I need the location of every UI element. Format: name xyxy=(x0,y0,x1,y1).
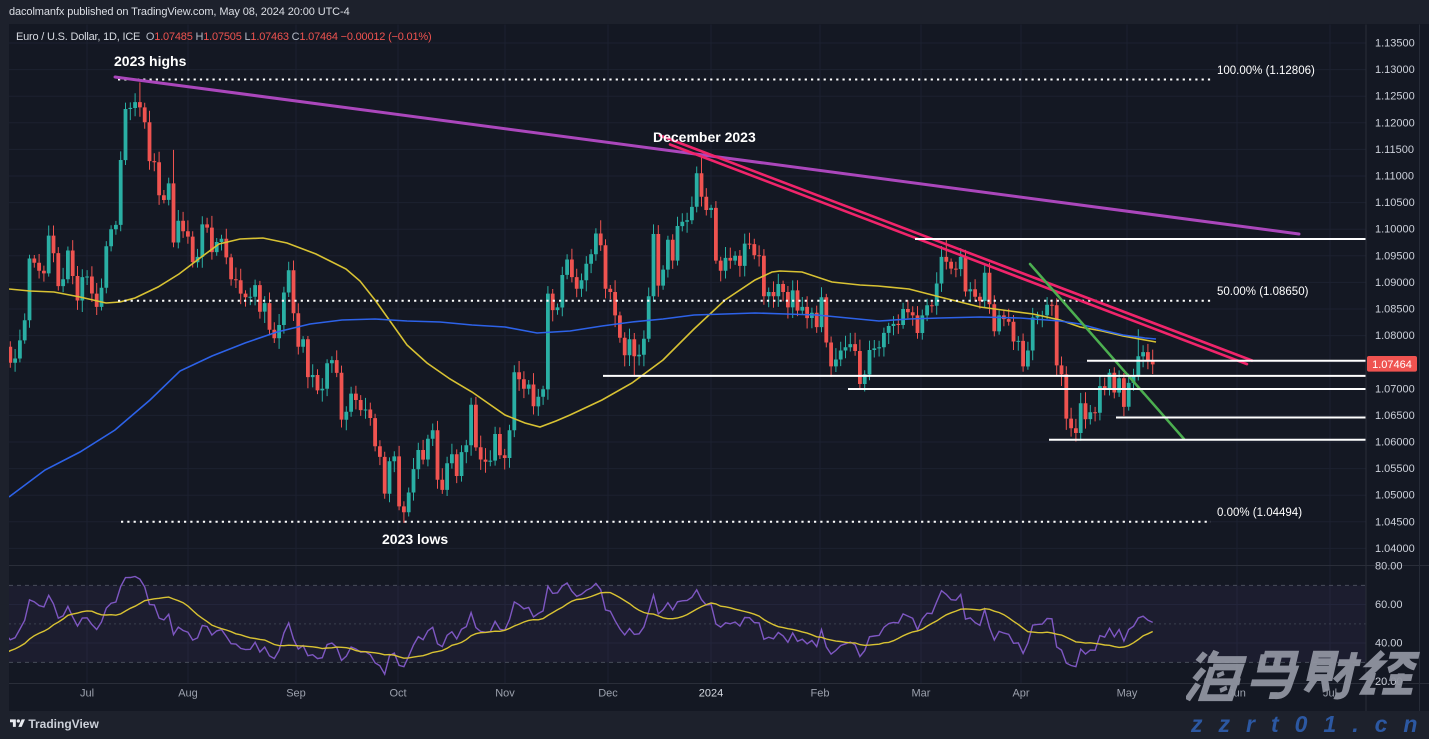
svg-text:1.05000: 1.05000 xyxy=(1375,490,1415,502)
svg-text:2023 highs: 2023 highs xyxy=(114,53,187,69)
svg-text:1.11500: 1.11500 xyxy=(1375,144,1414,156)
svg-text:1.12000: 1.12000 xyxy=(1375,117,1415,129)
svg-text:Mar: Mar xyxy=(912,688,931,700)
svg-text:0.00% (1.04494): 0.00% (1.04494) xyxy=(1217,507,1302,519)
svg-text:1.10000: 1.10000 xyxy=(1375,224,1415,236)
svg-text:1.10500: 1.10500 xyxy=(1375,197,1415,209)
svg-text:1.09000: 1.09000 xyxy=(1375,277,1415,289)
svg-text:1.06000: 1.06000 xyxy=(1375,437,1415,449)
svg-text:December 2023: December 2023 xyxy=(653,129,756,145)
svg-text:1.11000: 1.11000 xyxy=(1375,171,1414,183)
svg-text:1.09500: 1.09500 xyxy=(1375,250,1415,262)
svg-text:Oct: Oct xyxy=(389,688,406,700)
svg-text:100.00% (1.12806): 100.00% (1.12806) xyxy=(1217,65,1315,77)
svg-text:May: May xyxy=(1117,688,1138,700)
svg-text:1.08000: 1.08000 xyxy=(1375,330,1415,342)
svg-text:1.12500: 1.12500 xyxy=(1375,91,1415,103)
svg-text:1.08500: 1.08500 xyxy=(1375,304,1415,316)
svg-text:1.05500: 1.05500 xyxy=(1375,463,1415,475)
svg-text:Feb: Feb xyxy=(811,688,830,700)
svg-text:1.04500: 1.04500 xyxy=(1375,516,1415,528)
svg-text:Nov: Nov xyxy=(495,688,515,700)
svg-text:Dec: Dec xyxy=(598,688,618,700)
svg-text:Aug: Aug xyxy=(178,688,198,700)
svg-text:Sep: Sep xyxy=(286,688,306,700)
svg-text:1.06500: 1.06500 xyxy=(1375,410,1415,422)
svg-text:40.00: 40.00 xyxy=(1375,638,1403,650)
svg-text:50.00% (1.08650): 50.00% (1.08650) xyxy=(1217,286,1309,298)
svg-text:1.07464: 1.07464 xyxy=(1372,359,1412,371)
svg-text:1.04000: 1.04000 xyxy=(1375,543,1415,555)
svg-text:60.00: 60.00 xyxy=(1375,599,1403,611)
svg-text:Apr: Apr xyxy=(1012,688,1029,700)
svg-text:2024: 2024 xyxy=(699,688,723,700)
svg-text:80.00: 80.00 xyxy=(1375,561,1403,573)
svg-text:1.13500: 1.13500 xyxy=(1375,38,1415,50)
svg-text:1.13000: 1.13000 xyxy=(1375,64,1415,76)
svg-text:Jul: Jul xyxy=(80,688,94,700)
svg-text:2023 lows: 2023 lows xyxy=(382,531,448,547)
svg-text:1.07000: 1.07000 xyxy=(1375,383,1415,395)
